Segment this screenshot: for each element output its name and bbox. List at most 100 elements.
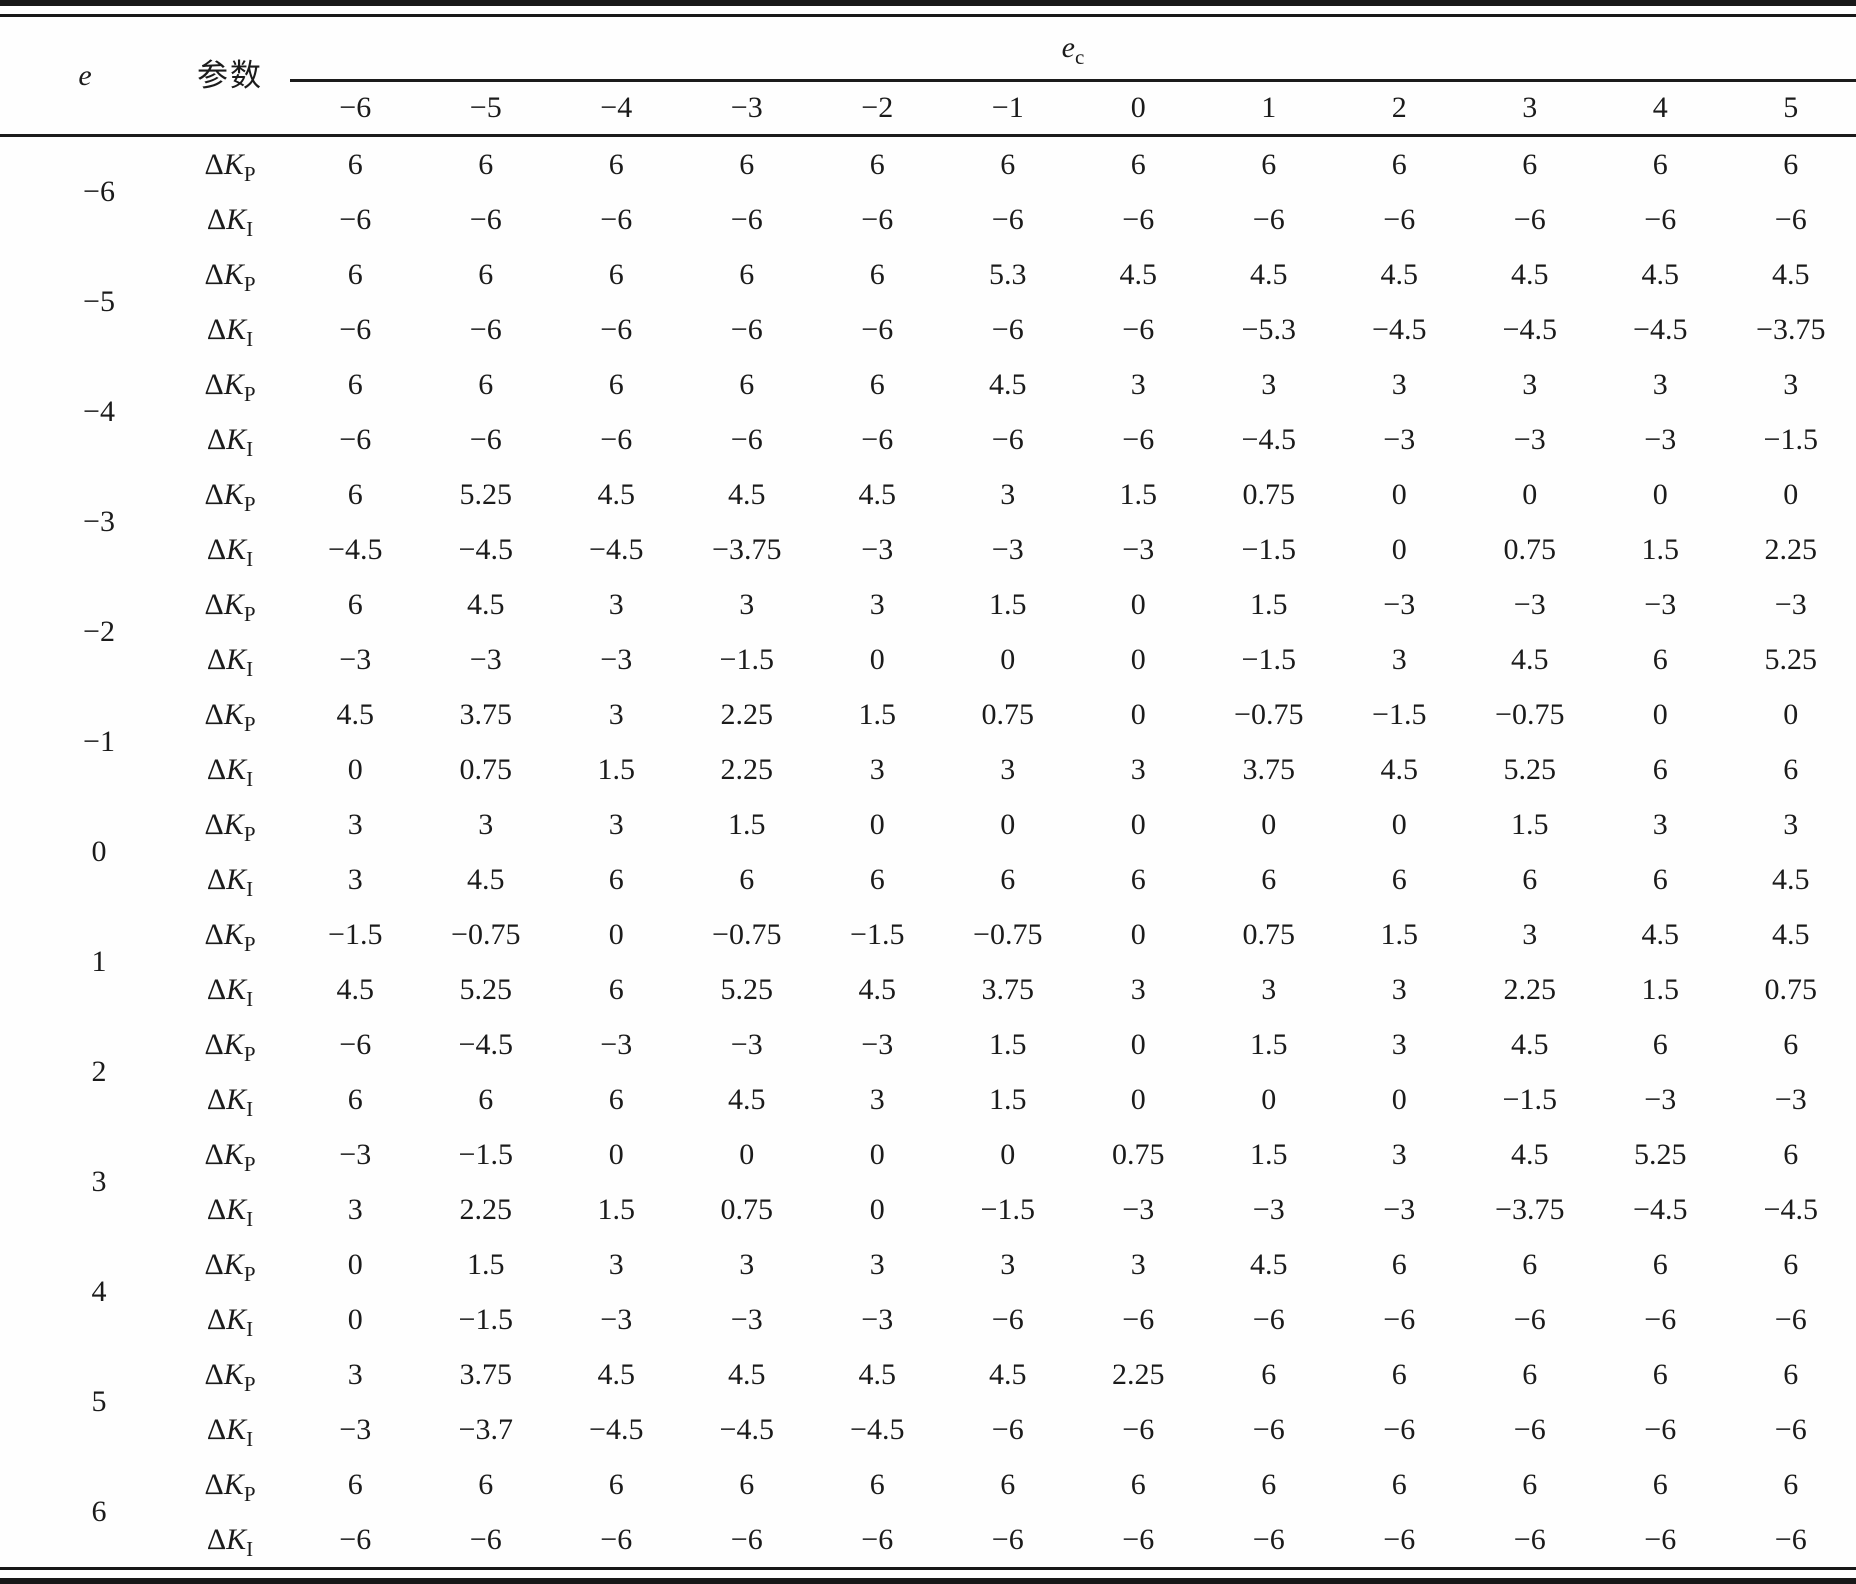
- ki-value-e2-ec-2: 3: [869, 1082, 885, 1116]
- ki-value-e6-ec-1: −6: [991, 1522, 1024, 1556]
- ki-value-e-6-ec3: −6: [1513, 202, 1546, 236]
- kp-value-e3-ec-1: 0: [1000, 1137, 1016, 1171]
- ki-value-e1-ec-2: 4.5: [858, 972, 897, 1006]
- ki-value-e-1-ec-1: 3: [1000, 752, 1016, 786]
- ki-value-e5-ec5: −6: [1774, 1412, 1807, 1446]
- kp-value-e-3-ec-4: 4.5: [597, 477, 636, 511]
- ki-row-e-5: ΔKI −6 −6 −6 −6 −6 −6 −6 −5.3 −4.5 −4.5 −4.5 −3.75: [0, 302, 1856, 357]
- kp-value-e-3-ec-2: 4.5: [858, 477, 897, 511]
- kp-value-e4-ec-1: 3: [1000, 1247, 1016, 1281]
- kp-value-e-5-ec-3: 6: [739, 257, 755, 291]
- ec-header-3: 3: [1522, 91, 1538, 124]
- kp-value-e-3-ec-3: 4.5: [728, 477, 766, 511]
- ec-group-header: ec: [290, 17, 1856, 82]
- ki-value-e-4-ec-3: −6: [730, 422, 763, 456]
- ki-value-e5-ec-2: −4.5: [850, 1412, 905, 1446]
- kp-value-e0-ec-1: 0: [1000, 807, 1016, 841]
- kp-value-e1-ec-3: −0.75: [712, 917, 782, 951]
- ki-value-e2-ec-4: 6: [608, 1082, 624, 1116]
- param-label-kp-e-1: ΔKP: [204, 697, 256, 736]
- param-label-ki-e6: ΔKI: [206, 1522, 254, 1561]
- kp-value-e0-ec-6: 3: [347, 807, 363, 841]
- kp-value-e5-ec4: 6: [1652, 1357, 1668, 1391]
- ki-value-e6-ec4: −6: [1644, 1522, 1677, 1556]
- kp-value-e3-ec2: 3: [1391, 1137, 1407, 1171]
- kp-row-e-1: −1 ΔKP 4.5 3.75 3 2.25 1.5 0.75 0 −0.75 −1.5 −0.75 0…: [0, 687, 1856, 757]
- ki-value-e-4-ec0: −6: [1122, 422, 1155, 456]
- e-row-label-0: 0: [91, 835, 107, 868]
- ki-value-e-6-ec-5: −6: [469, 202, 502, 236]
- kp-row-e-5: −5 ΔKP 6 6 6 6 6 5.3 4.5 4.5 4.5 4.5 4.5 4.5: [0, 247, 1856, 317]
- ki-value-e6-ec1: −6: [1252, 1522, 1285, 1556]
- ki-value-e-1-ec2: 4.5: [1380, 752, 1419, 786]
- kp-value-e-3-ec0: 1.5: [1119, 477, 1158, 511]
- kp-value-e2-ec2: 3: [1391, 1027, 1407, 1061]
- param-label-ki-e2: ΔKI: [206, 1082, 254, 1121]
- ki-value-e4-ec-2: −3: [861, 1302, 894, 1336]
- table-header: e 参数 ec −6 −5 −4 −3 −2 −1 0 1 2 3 4 5: [0, 17, 1856, 136]
- ki-value-e-2-ec4: 6: [1652, 642, 1668, 676]
- ki-value-e-6-ec2: −6: [1383, 202, 1416, 236]
- ki-value-e-5-ec4: −4.5: [1633, 312, 1688, 346]
- kp-value-e4-ec0: 3: [1130, 1247, 1146, 1281]
- kp-value-e-4-ec4: 3: [1652, 367, 1668, 401]
- kp-row-e-6: −6 ΔKP 6 6 6 6 6 6 6 6 6 6 6 6: [0, 136, 1856, 206]
- kp-value-e6-ec-6: 6: [347, 1467, 363, 1501]
- kp-value-e2-ec-2: −3: [861, 1027, 894, 1061]
- ki-value-e-2-ec-4: −3: [600, 642, 633, 676]
- kp-value-e-6-ec-2: 6: [869, 147, 885, 181]
- e-row-label--1: −1: [83, 725, 115, 758]
- kp-value-e1-ec2: 1.5: [1380, 917, 1419, 951]
- ki-value-e3-ec1: −3: [1252, 1192, 1285, 1226]
- ki-value-e1-ec-1: 3.75: [981, 972, 1035, 1006]
- kp-value-e-1-ec0: 0: [1130, 697, 1146, 731]
- param-label-kp-e2: ΔKP: [204, 1027, 256, 1066]
- kp-value-e-3-ec3: 0: [1522, 477, 1538, 511]
- ki-row-e-2: ΔKI −3 −3 −3 −1.5 0 0 0 −1.5 3 4.5 6 5.25: [0, 632, 1856, 687]
- kp-value-e-5-ec-2: 6: [869, 257, 885, 291]
- kp-value-e4-ec-5: 1.5: [467, 1247, 505, 1281]
- kp-value-e5-ec-5: 3.75: [459, 1357, 513, 1391]
- e-row-label--4: −4: [83, 395, 115, 428]
- ki-value-e-2-ec-2: 0: [869, 642, 885, 676]
- ki-value-e-2-ec0: 0: [1130, 642, 1146, 676]
- param-label-kp-e-6: ΔKP: [204, 147, 256, 186]
- ki-value-e1-ec0: 3: [1130, 972, 1146, 1006]
- ki-value-e-3-ec-6: −4.5: [328, 532, 383, 566]
- kp-value-e3-ec-4: 0: [608, 1137, 624, 1171]
- kp-value-e-5-ec3: 4.5: [1511, 257, 1549, 291]
- kp-value-e-2-ec-4: 3: [608, 587, 624, 621]
- kp-value-e4-ec-3: 3: [739, 1247, 755, 1281]
- ki-value-e-3-ec1: −1.5: [1241, 532, 1296, 566]
- kp-value-e1-ec4: 4.5: [1641, 917, 1680, 951]
- ki-value-e-1-ec-5: 0.75: [459, 752, 513, 786]
- kp-value-e0-ec5: 3: [1783, 807, 1799, 841]
- kp-value-e-5-ec1: 4.5: [1250, 257, 1288, 291]
- e-row-label-5: 5: [91, 1385, 107, 1418]
- kp-value-e-2-ec3: −3: [1513, 587, 1546, 621]
- ki-value-e-1-ec5: 6: [1783, 752, 1799, 786]
- kp-value-e6-ec-3: 6: [739, 1467, 755, 1501]
- kp-value-e-4-ec5: 3: [1783, 367, 1799, 401]
- ki-value-e4-ec-3: −3: [730, 1302, 763, 1336]
- e-row-label--2: −2: [83, 615, 115, 648]
- kp-value-e1-ec-6: −1.5: [328, 917, 383, 951]
- table-body: −6 ΔKP 6 6 6 6 6 6 6 6 6 6 6 6 ΔKI −6 −6 −6 −6 −6 −6 −6 −6 −6 −6…: [0, 136, 1856, 1568]
- ki-row-e-1: ΔKI 0 0.75 1.5 2.25 3 3 3 3.75 4.5 5.25 6 6: [0, 742, 1856, 797]
- ec-header--2: −2: [861, 91, 894, 124]
- kp-value-e-1-ec-4: 3: [608, 697, 624, 731]
- kp-value-e-2-ec-3: 3: [739, 587, 755, 621]
- ki-value-e3-ec5: −4.5: [1763, 1192, 1818, 1226]
- ki-value-e-6-ec4: −6: [1644, 202, 1677, 236]
- ki-value-e3-ec-2: 0: [869, 1192, 885, 1226]
- ki-value-e-5-ec0: −6: [1122, 312, 1155, 346]
- ki-value-e5-ec-5: −3.7: [458, 1412, 513, 1446]
- kp-value-e-6-ec2: 6: [1391, 147, 1407, 181]
- kp-row-e6: 6 ΔKP 6 6 6 6 6 6 6 6 6 6 6 6: [0, 1457, 1856, 1527]
- kp-value-e-2-ec4: −3: [1644, 587, 1677, 621]
- kp-value-e4-ec-2: 3: [869, 1247, 885, 1281]
- ki-value-e6-ec-5: −6: [469, 1522, 502, 1556]
- ec-header-1: 1: [1261, 91, 1277, 124]
- kp-value-e-5-ec-1: 5.3: [989, 257, 1027, 291]
- kp-value-e-5-ec-5: 6: [478, 257, 494, 291]
